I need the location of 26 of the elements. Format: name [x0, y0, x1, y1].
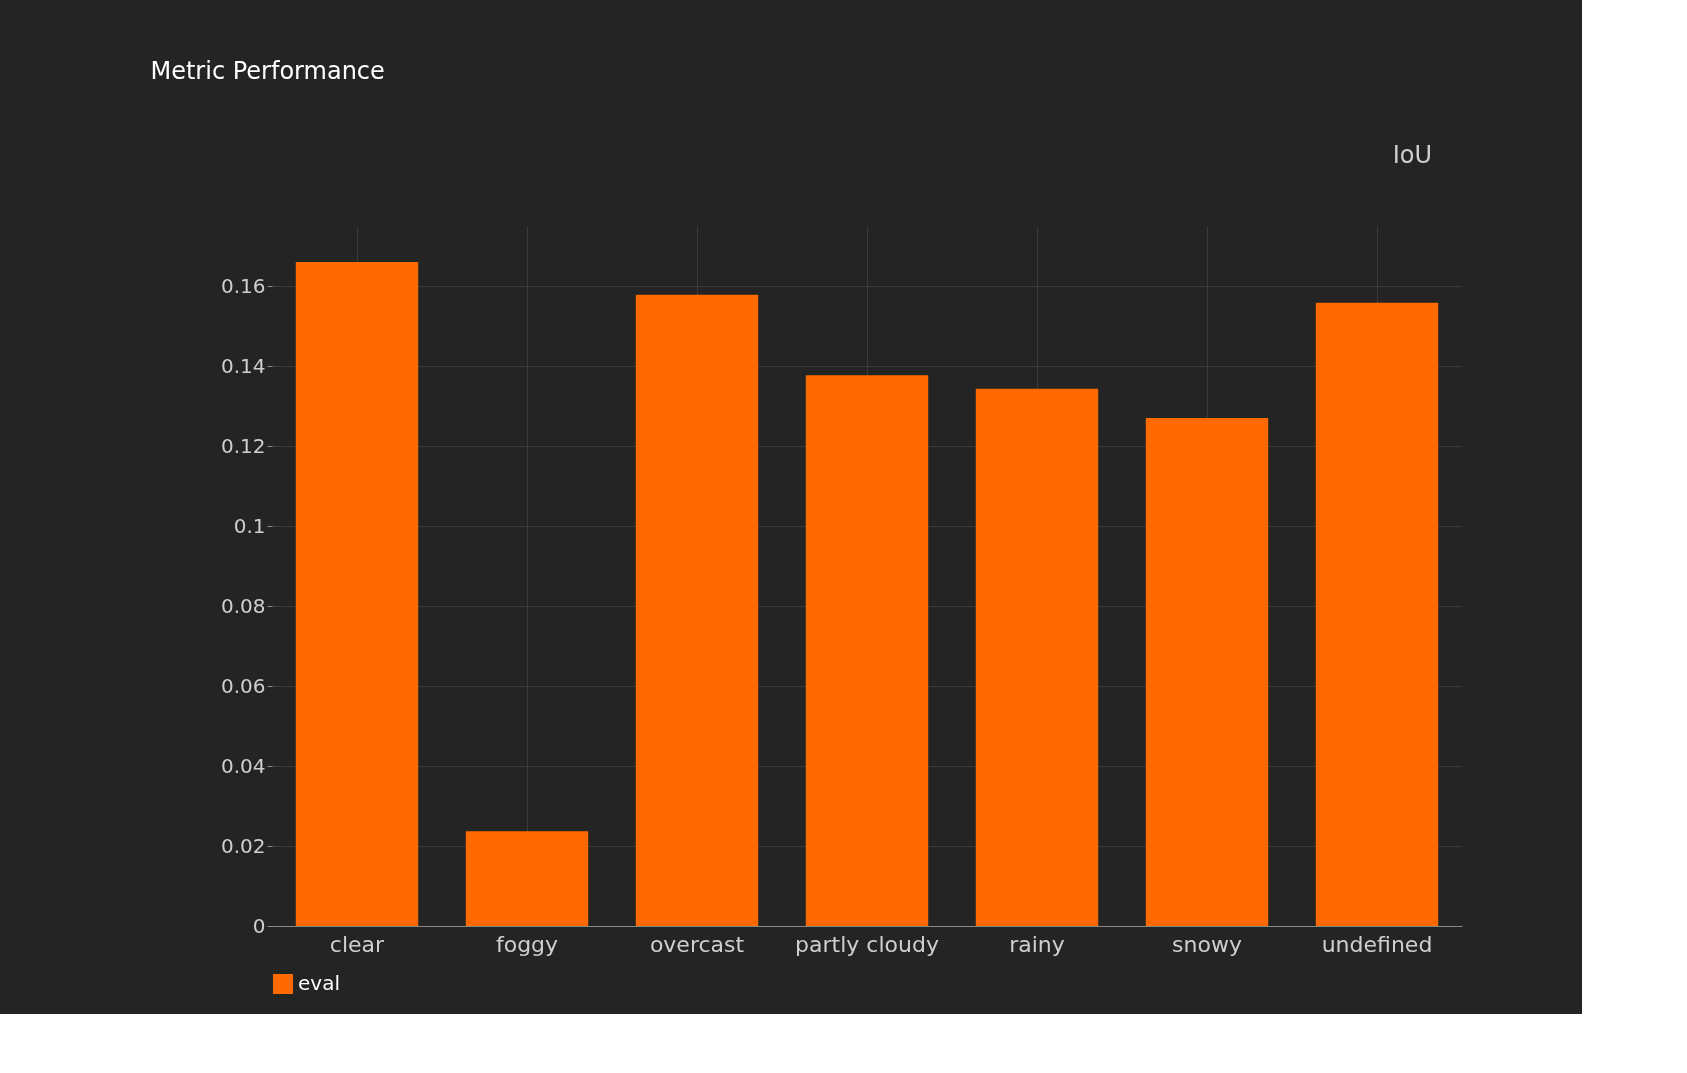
- bar: [1315, 302, 1439, 926]
- x-tick-label: rainy: [1009, 931, 1065, 957]
- y-tick-label: 0.16: [220, 273, 266, 298]
- bar: [295, 262, 419, 926]
- bar: [1145, 418, 1269, 926]
- y-tick-label: 0.06: [220, 673, 266, 698]
- legend-label: eval: [298, 971, 340, 995]
- y-tick-label: 0.08: [220, 593, 266, 618]
- y-tick-label: 0.14: [220, 353, 266, 378]
- y-tick-label: 0.12: [220, 433, 266, 458]
- y-tick-label: 0.02: [220, 833, 266, 858]
- bar: [975, 388, 1099, 926]
- bar: [805, 375, 929, 926]
- x-tick-label: overcast: [649, 931, 745, 957]
- y-tick-label: 0.1: [233, 513, 266, 538]
- chart-title: Metric Performance: [150, 57, 385, 85]
- text: IoU: [1392, 141, 1432, 169]
- x-tick-label: clear: [329, 931, 386, 957]
- x-tick-label: partly cloudy: [795, 931, 939, 957]
- x-tick-label: snowy: [1172, 931, 1242, 957]
- y-tick-label: 0.04: [220, 753, 266, 778]
- x-tick-label: undefined: [1321, 931, 1433, 957]
- x-tick-label: foggy: [495, 931, 559, 957]
- bar: [635, 294, 759, 926]
- y-tick-label: 0: [252, 913, 266, 938]
- bar: [465, 831, 589, 926]
